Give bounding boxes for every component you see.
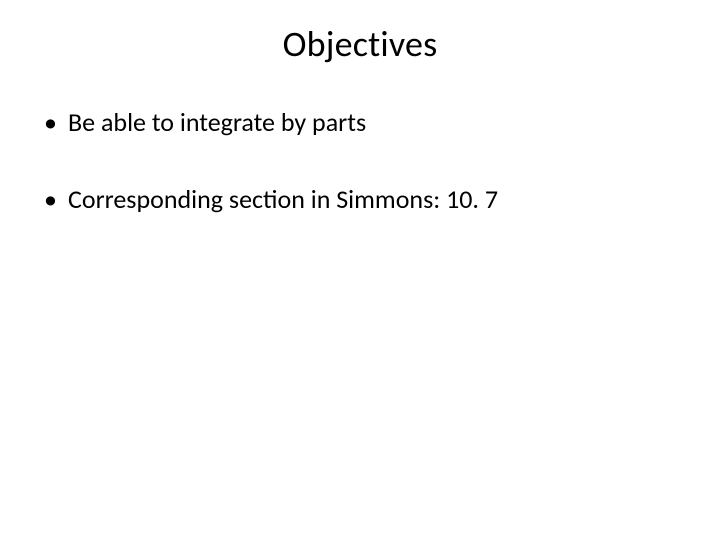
bullet-item: Corresponding section in Simmons: 10. 7 bbox=[40, 183, 686, 216]
slide-title: Objectives bbox=[34, 22, 686, 66]
bullet-list: Be able to integrate by parts Correspond… bbox=[34, 106, 686, 215]
slide-container: Objectives Be able to integrate by parts… bbox=[0, 0, 720, 540]
bullet-item: Be able to integrate by parts bbox=[40, 106, 686, 139]
